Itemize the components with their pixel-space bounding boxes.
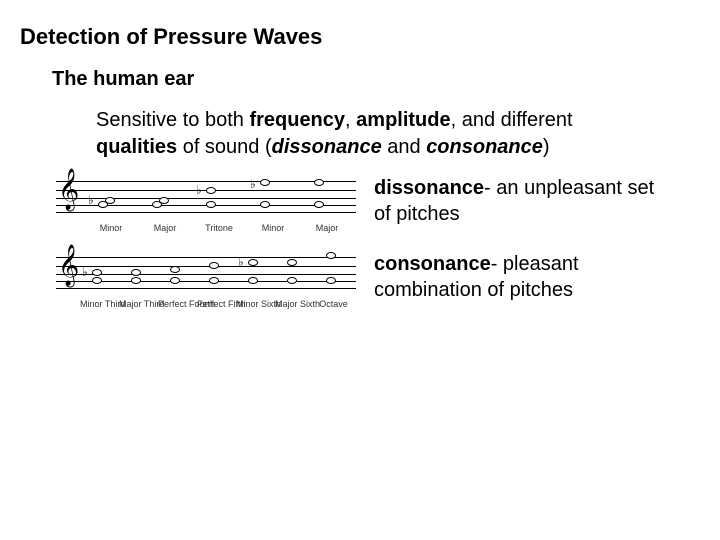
interval-label: Major — [300, 223, 354, 233]
dissonance-row: 𝄞 ♭ ♭ ♭ — [16, 175, 704, 233]
note-icon — [209, 277, 219, 284]
interval-label: Minor Sixth — [236, 299, 275, 309]
page-title: Detection of Pressure Waves — [20, 24, 704, 50]
interval-major7 — [306, 175, 336, 219]
consonance-row: 𝄞 ♭ ♭ — [16, 251, 704, 309]
consonance-staff: 𝄞 ♭ ♭ — [56, 251, 356, 297]
interval-m3: ♭ — [84, 251, 114, 295]
intro-term-consonance: consonance — [426, 136, 543, 158]
dissonance-staff: 𝄞 ♭ ♭ ♭ — [56, 175, 356, 221]
intro-bold-amplitude: amplitude — [356, 109, 450, 131]
note-icon — [92, 269, 102, 276]
interval-label: Major — [138, 223, 192, 233]
note-icon — [159, 197, 169, 204]
note-icon — [260, 201, 270, 208]
consonance-staff-col: 𝄞 ♭ ♭ — [16, 251, 356, 309]
interval-label: Minor — [84, 223, 138, 233]
consonance-labels: Minor Third Major Third Perfect Fourth P… — [56, 299, 356, 309]
interval-label: Perfect Fourth — [158, 299, 197, 309]
dash: - — [491, 253, 503, 275]
note-icon — [170, 277, 180, 284]
interval-label: Octave — [314, 299, 353, 309]
dash: - — [484, 177, 496, 199]
dissonance-definition: dissonance- an unpleasant set of pitches — [356, 175, 704, 227]
note-icon — [314, 179, 324, 186]
intro-text: Sensitive to both — [96, 109, 249, 131]
dissonance-term: dissonance — [374, 177, 484, 199]
note-icon — [131, 269, 141, 276]
section-subtitle: The human ear — [52, 68, 704, 91]
flat-icon: ♭ — [88, 193, 94, 208]
interval-tritone: ♭ — [198, 175, 228, 219]
note-icon — [326, 252, 336, 259]
interval-octave — [318, 251, 348, 295]
note-icon — [92, 277, 102, 284]
intro-bold-qualities: qualities — [96, 136, 177, 158]
intro-paragraph: Sensitive to both frequency, amplitude, … — [96, 107, 644, 161]
flat-icon: ♭ — [250, 177, 256, 192]
note-icon — [248, 277, 258, 284]
interval-m6: ♭ — [240, 251, 270, 295]
flat-icon: ♭ — [196, 183, 202, 198]
consonance-term: consonance — [374, 253, 491, 275]
interval-minor2: ♭ — [90, 175, 120, 219]
note-icon — [206, 201, 216, 208]
note-icon — [131, 277, 141, 284]
intro-bold-frequency: frequency — [249, 109, 345, 131]
note-icon — [326, 277, 336, 284]
intro-text: , — [345, 109, 356, 131]
consonance-definition: consonance- pleasant combination of pitc… — [356, 251, 704, 303]
note-icon — [287, 259, 297, 266]
intro-text: , and different — [451, 109, 573, 131]
intro-term-dissonance: dissonance — [272, 136, 382, 158]
note-icon — [287, 277, 297, 284]
note-icon — [105, 197, 115, 204]
interval-M6 — [279, 251, 309, 295]
dissonance-labels: Minor Major Tritone Minor Major — [56, 223, 356, 233]
intro-text: ) — [543, 136, 550, 158]
interval-major2 — [144, 175, 174, 219]
treble-clef-icon: 𝄞 — [58, 247, 79, 283]
treble-clef-icon: 𝄞 — [58, 171, 79, 207]
interval-minor7: ♭ — [252, 175, 282, 219]
interval-label: Major Third — [119, 299, 158, 309]
note-icon — [248, 259, 258, 266]
interval-label: Minor Third — [80, 299, 119, 309]
flat-icon: ♭ — [82, 265, 88, 280]
note-icon — [314, 201, 324, 208]
interval-P4 — [162, 251, 192, 295]
intro-text: of sound ( — [177, 136, 272, 158]
interval-label: Minor — [246, 223, 300, 233]
interval-label: Major Sixth — [275, 299, 314, 309]
note-icon — [206, 187, 216, 194]
interval-P5 — [201, 251, 231, 295]
note-icon — [260, 179, 270, 186]
note-icon — [209, 262, 219, 269]
note-icon — [170, 266, 180, 273]
interval-M3 — [123, 251, 153, 295]
dissonance-staff-col: 𝄞 ♭ ♭ ♭ — [16, 175, 356, 233]
interval-label: Tritone — [192, 223, 246, 233]
intro-text: and — [382, 136, 426, 158]
flat-icon: ♭ — [238, 255, 244, 270]
interval-label: Perfect Fifth — [197, 299, 236, 309]
